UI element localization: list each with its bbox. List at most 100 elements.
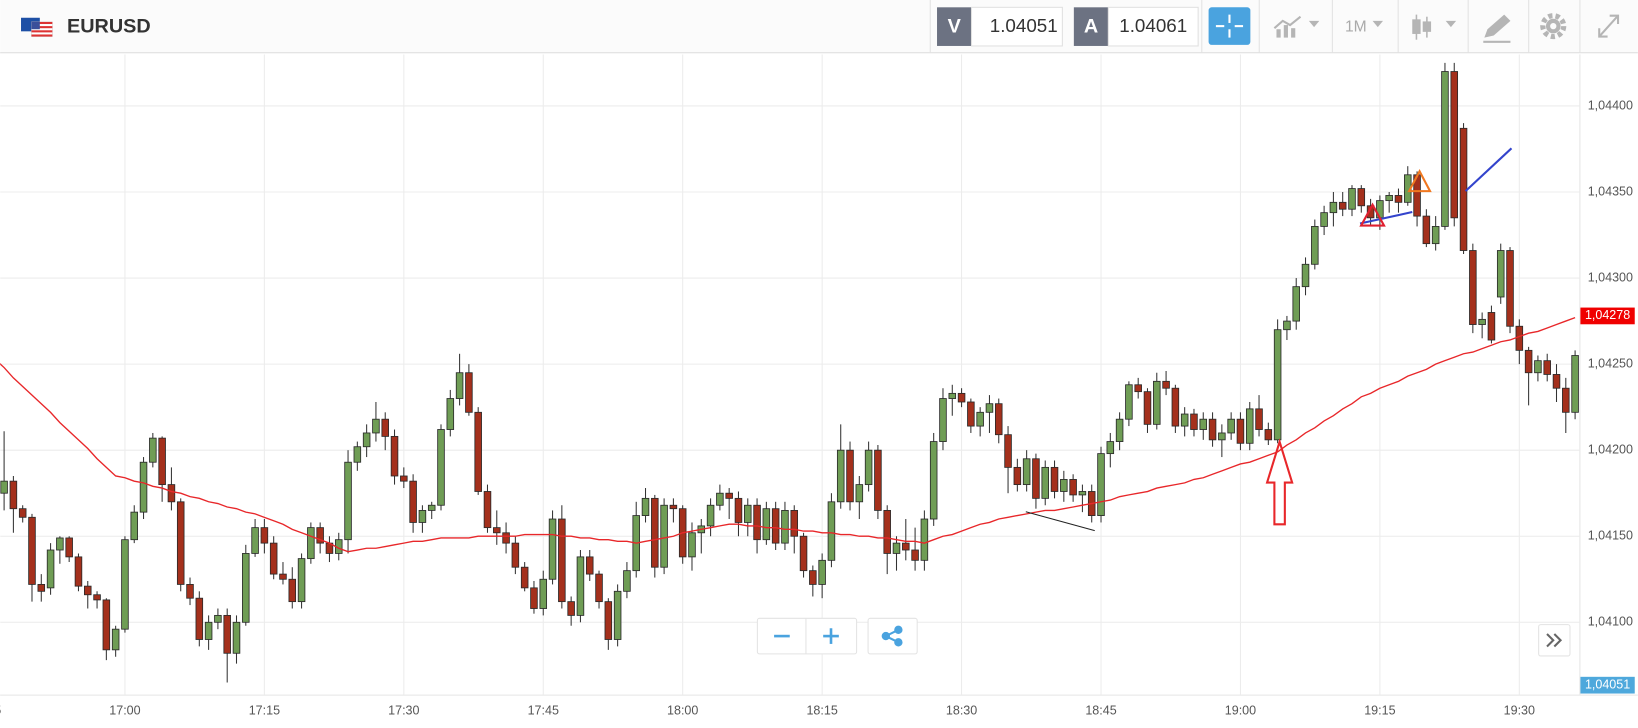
candle-body: [1245, 408, 1254, 444]
timeframe[interactable]: 1M: [1345, 18, 1367, 35]
candle-body: [223, 614, 231, 654]
candle-body: [1496, 250, 1505, 298]
candle-body: [1041, 466, 1049, 499]
candle-body: [613, 590, 622, 640]
candle-body: [93, 594, 101, 601]
bid-button[interactable]: [937, 7, 972, 46]
candle-body: [437, 429, 445, 506]
candle-body: [46, 549, 55, 589]
candle-body: [1106, 441, 1115, 455]
candle-body: [446, 398, 455, 430]
price-marker-label: 1,04278: [1585, 308, 1630, 322]
y-tick-label: 1,04200: [1588, 442, 1633, 456]
candle-body: [1301, 263, 1310, 288]
ask-label[interactable]: A: [1084, 15, 1098, 37]
candle-body: [1255, 408, 1263, 430]
share-button[interactable]: [881, 625, 903, 647]
candle-body: [641, 497, 650, 516]
candle-body: [1013, 466, 1022, 486]
candle-body: [111, 628, 120, 651]
candle-body: [716, 492, 724, 506]
symbol: EURUSD: [67, 15, 151, 37]
ask-price: 1.04061: [1119, 15, 1187, 36]
x-tick-label: 18:45: [1085, 704, 1116, 718]
candle-body: [585, 556, 594, 575]
candle-body: [297, 558, 306, 603]
x-tick-label: 18:00: [667, 704, 698, 718]
candle-body: [1162, 380, 1170, 389]
candle-body: [827, 501, 836, 561]
candle-body: [1078, 491, 1087, 496]
candle-body: [1171, 387, 1180, 427]
candle-body: [1115, 418, 1124, 442]
toolbar: EURUSD V 1.04051 A 1.04061 1M: [0, 0, 1638, 54]
candle-body: [1218, 432, 1226, 441]
candle-body: [1292, 286, 1300, 322]
candle-body: [855, 484, 864, 503]
ask-button[interactable]: [1073, 7, 1109, 46]
candle-body: [939, 398, 947, 442]
candle-body: [28, 516, 36, 585]
y-tick-label: 1,04350: [1588, 184, 1633, 198]
x-tick-label: 17:00: [109, 704, 140, 718]
chart-type-button[interactable]: [1273, 15, 1320, 38]
candle-body: [1134, 384, 1142, 393]
candle-body: [279, 573, 287, 580]
candle-body: [251, 527, 259, 554]
candle-body: [558, 518, 566, 603]
bid-label[interactable]: V: [948, 15, 962, 37]
candle-body: [957, 392, 966, 403]
zoom-box: [756, 617, 858, 655]
crosshair-button[interactable]: [1208, 7, 1251, 45]
candle-body: [1227, 418, 1235, 434]
candle-body: [372, 418, 380, 434]
candle-body: [167, 484, 176, 503]
scroll-right-button[interactable]: [1538, 624, 1571, 657]
draw-tool-button[interactable]: [1483, 14, 1511, 43]
candle-body: [1004, 434, 1012, 468]
candle-body: [390, 435, 399, 477]
candle-body: [985, 403, 994, 413]
candle-body: [102, 599, 111, 651]
candle-body: [920, 518, 929, 561]
triangle-marker: [1359, 202, 1386, 227]
candle-body: [1515, 325, 1524, 351]
candle-body: [902, 542, 910, 551]
candle-body: [316, 527, 324, 544]
zoom-in-button[interactable]: [823, 628, 839, 644]
candle-body: [1385, 195, 1393, 202]
y-tick-label: 1,04250: [1588, 356, 1633, 370]
candle-body: [818, 559, 826, 585]
candle-body: [1506, 250, 1514, 327]
candle-body: [1552, 374, 1561, 389]
candle-body: [195, 597, 204, 640]
candle-body: [455, 372, 464, 399]
fullscreen-button[interactable]: [1598, 14, 1620, 38]
x-tick-label: 17:15: [249, 704, 280, 718]
candle-body: [511, 542, 520, 568]
candle-body: [604, 601, 613, 640]
candle-body: [84, 585, 92, 596]
candle-body: [1032, 458, 1040, 499]
candle-body: [400, 475, 408, 482]
candle-body: [288, 578, 297, 603]
candle-body: [846, 449, 854, 503]
candle-body: [892, 542, 901, 554]
candle-body: [771, 508, 780, 544]
settings-button[interactable]: [1540, 13, 1567, 40]
candle-style-button[interactable]: [1412, 14, 1457, 40]
candle-body: [1534, 360, 1542, 374]
candle-body: [186, 584, 194, 599]
candle-body: [483, 491, 492, 529]
annotations: [1025, 147, 1513, 532]
candle-body: [576, 556, 585, 616]
candle-body: [37, 584, 46, 592]
arrow-annotation: [1265, 438, 1294, 526]
candle-body: [994, 403, 1003, 436]
candle-body: [1329, 201, 1338, 214]
candle-body: [260, 527, 269, 544]
candle-body: [56, 537, 64, 551]
timeframe-dropdown[interactable]: [1372, 20, 1384, 28]
candle-body: [976, 411, 984, 427]
